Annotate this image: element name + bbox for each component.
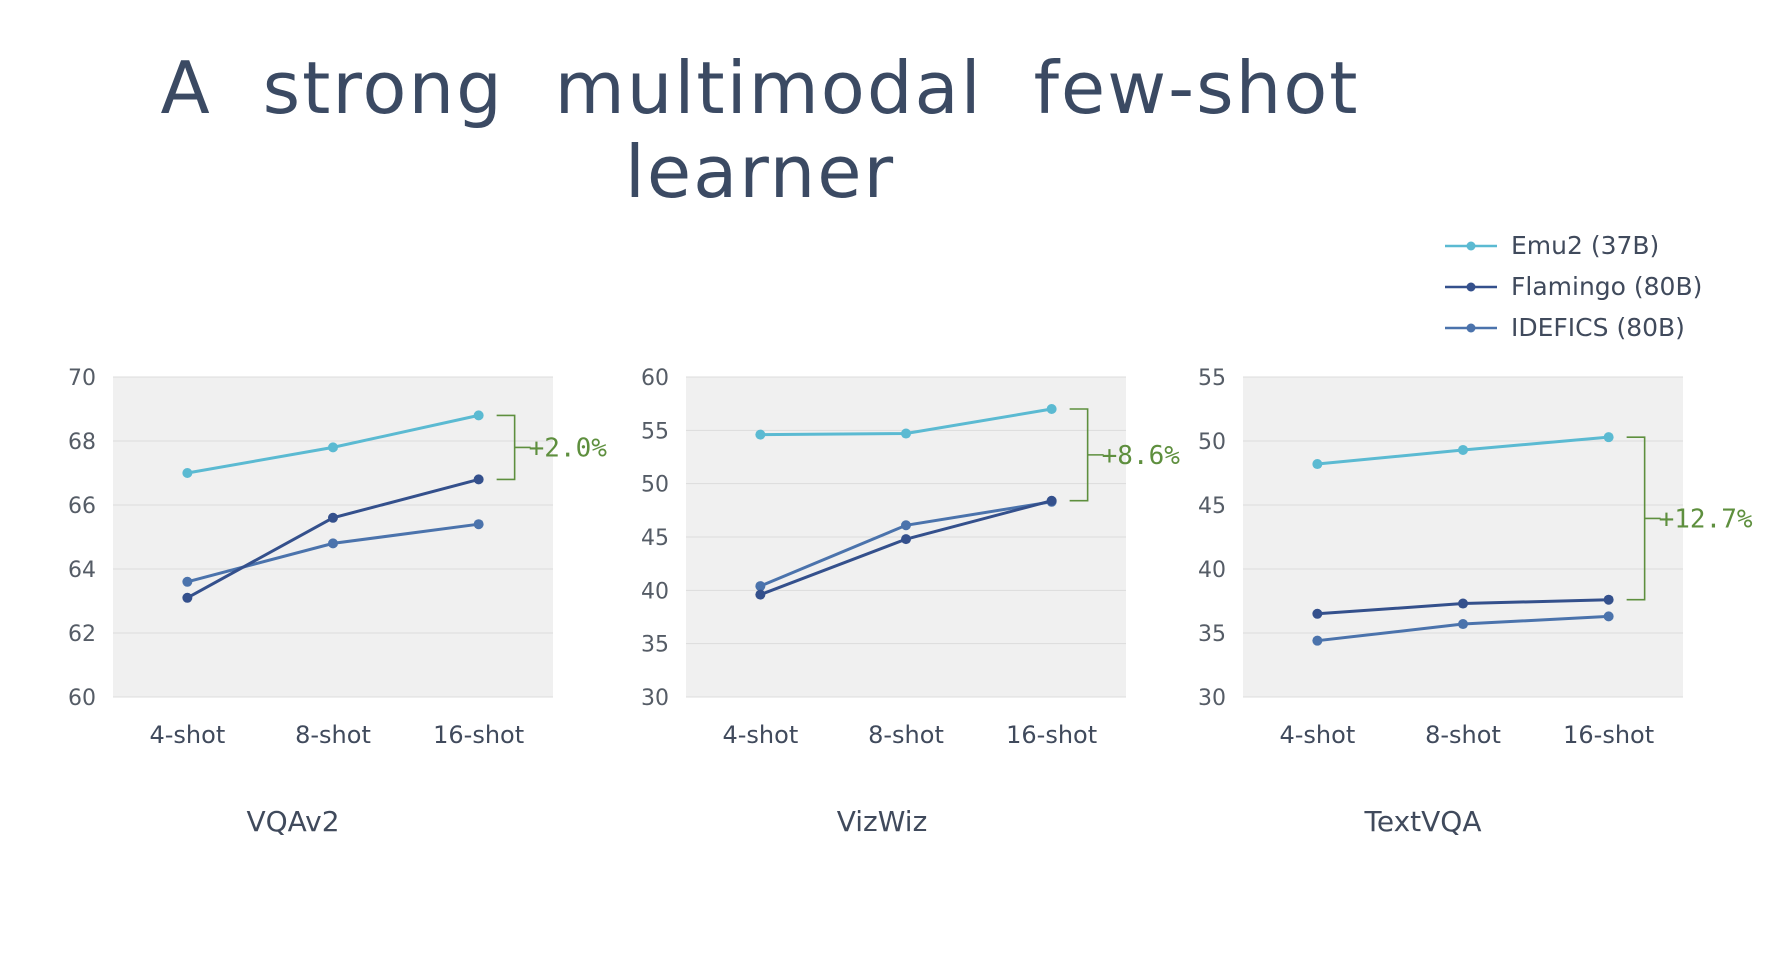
chart-title: TextVQA xyxy=(1364,805,1482,838)
data-point xyxy=(328,442,338,453)
data-point xyxy=(1312,608,1323,619)
data-point xyxy=(328,512,338,523)
plot-area xyxy=(113,377,553,697)
data-point xyxy=(328,538,338,549)
y-tick-label: 60 xyxy=(68,686,96,711)
x-tick-label: 16-shot xyxy=(433,721,524,749)
data-point xyxy=(1458,598,1468,609)
y-tick-label: 50 xyxy=(1198,430,1226,455)
annotation-label: +8.6% xyxy=(1102,441,1181,471)
data-point xyxy=(182,468,193,478)
legend-item-idefics: IDEFICS (80B) xyxy=(1445,307,1702,348)
y-tick-label: 35 xyxy=(1198,622,1226,647)
data-point xyxy=(473,519,484,530)
annotation-label: +12.7% xyxy=(1659,504,1753,534)
x-tick-label: 4-shot xyxy=(1279,721,1355,749)
chart-panel-vqav2: 60 62 64 66 68 70 4-shot 8-shot 16-shot VQAv2 +2.0… xyxy=(68,366,607,838)
data-point xyxy=(182,576,193,587)
annotation-bracket xyxy=(496,414,531,481)
data-point xyxy=(1312,635,1323,646)
x-tick-label: 8-shot xyxy=(1425,721,1501,749)
data-point xyxy=(755,429,766,440)
chart-title: VQAv2 xyxy=(246,805,339,838)
y-tick-label: 40 xyxy=(1198,558,1226,583)
data-point xyxy=(901,520,911,531)
y-tick-label: 70 xyxy=(68,366,96,391)
y-tick-label: 30 xyxy=(641,686,669,711)
data-point xyxy=(755,589,766,600)
plot-area xyxy=(1243,377,1683,697)
x-tick-label: 8-shot xyxy=(295,721,371,749)
annotation-bracket xyxy=(1626,436,1661,601)
chart-panel-vizwiz: 30 35 40 45 50 55 60 4-shot 8-shot 16-shot VizWiz +… xyxy=(641,366,1180,838)
data-point xyxy=(1603,432,1614,443)
chart-panel-textvqa: 30 35 40 45 50 55 4-shot 8-shot 16-shot TextVQA +1… xyxy=(1198,366,1753,838)
data-point xyxy=(755,581,766,592)
y-tick-label: 45 xyxy=(641,526,669,551)
y-tick-label: 35 xyxy=(641,633,669,658)
annotation-bracket xyxy=(1069,408,1104,502)
legend-label: Flamingo (80B) xyxy=(1511,272,1703,301)
data-point xyxy=(1312,459,1323,470)
annotation-label: +2.0% xyxy=(529,433,608,463)
y-tick-label: 60 xyxy=(641,366,669,391)
data-point xyxy=(901,428,911,439)
data-point xyxy=(182,592,193,603)
x-tick-label: 16-shot xyxy=(1006,721,1097,749)
legend-marker-icon xyxy=(1445,323,1497,332)
x-tick-label: 4-shot xyxy=(722,721,798,749)
data-point xyxy=(1603,611,1614,622)
x-tick-label: 4-shot xyxy=(149,721,225,749)
y-tick-label: 68 xyxy=(68,430,96,455)
legend-marker-icon xyxy=(1445,282,1497,291)
data-point xyxy=(473,474,484,485)
data-point xyxy=(473,410,484,421)
legend-item-emu2: Emu2 (37B) xyxy=(1445,225,1702,266)
legend-label: IDEFICS (80B) xyxy=(1511,313,1685,342)
data-point xyxy=(1046,495,1057,506)
chart-title: VizWiz xyxy=(837,805,928,838)
data-point xyxy=(1458,444,1468,455)
y-tick-label: 50 xyxy=(641,473,669,498)
data-point xyxy=(1458,619,1468,630)
y-tick-label: 30 xyxy=(1198,686,1226,711)
data-point xyxy=(1046,404,1057,414)
y-tick-label: 55 xyxy=(641,419,669,444)
y-tick-label: 64 xyxy=(68,558,96,583)
legend: Emu2 (37B) Flamingo (80B) IDEFICS (80B) xyxy=(1445,225,1702,348)
slide-title: A strong multimodal few-shot learner xyxy=(160,46,1360,214)
y-tick-label: 55 xyxy=(1198,366,1226,391)
y-tick-label: 62 xyxy=(68,622,96,647)
data-point xyxy=(901,534,911,545)
legend-item-flamingo: Flamingo (80B) xyxy=(1445,266,1702,307)
data-point xyxy=(1603,594,1614,605)
x-tick-label: 16-shot xyxy=(1563,721,1654,749)
x-tick-label: 8-shot xyxy=(868,721,944,749)
legend-label: Emu2 (37B) xyxy=(1511,231,1660,260)
legend-marker-icon xyxy=(1445,241,1497,250)
y-tick-label: 40 xyxy=(641,579,669,604)
y-tick-label: 45 xyxy=(1198,494,1226,519)
y-tick-label: 66 xyxy=(68,494,96,519)
